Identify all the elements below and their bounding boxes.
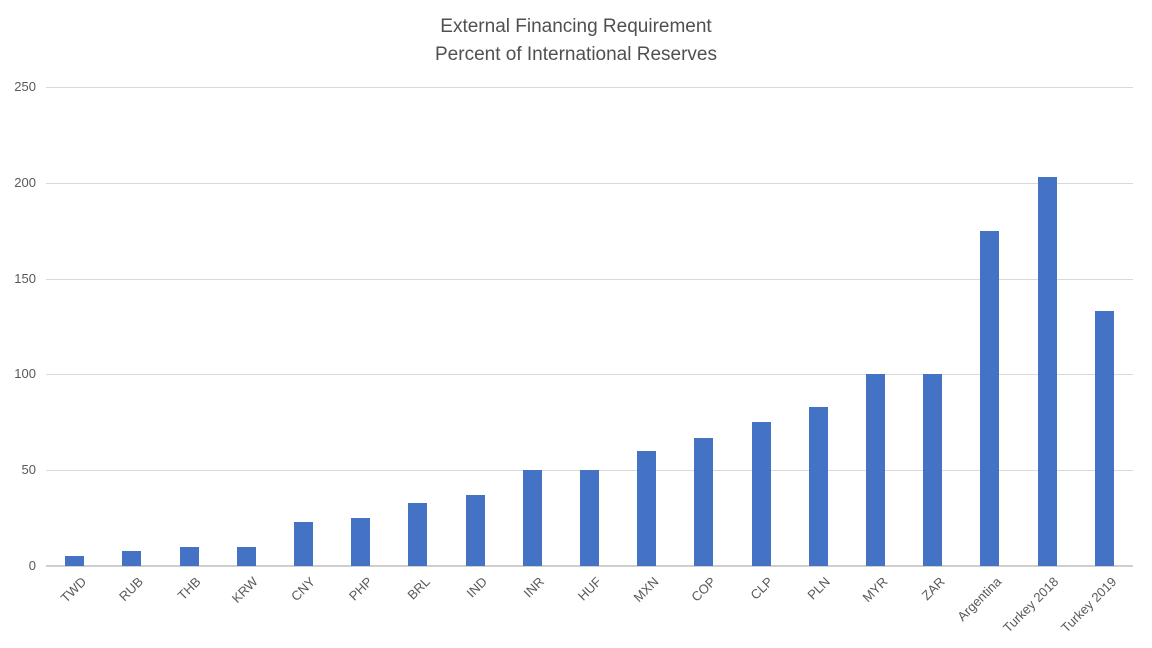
chart-title-line2: Percent of International Reserves — [435, 44, 717, 65]
gridline — [46, 374, 1133, 376]
x-tick-label: HUF — [574, 574, 605, 604]
bar-brl — [408, 502, 428, 566]
bar-thb — [179, 546, 199, 566]
gridline — [46, 87, 1133, 88]
y-tick-label: 200 — [14, 174, 36, 190]
x-tick-label: KRW — [228, 574, 261, 606]
x-tick-label: IND — [463, 574, 490, 601]
x-tick-label: ZAR — [918, 574, 948, 603]
plot-area — [46, 87, 1133, 567]
y-tick-label: 250 — [14, 79, 36, 94]
bar-rub — [122, 550, 142, 566]
x-tick-label: BRL — [403, 574, 433, 603]
bar-twd — [65, 556, 85, 566]
bar-pln — [808, 406, 828, 566]
x-tick-label: Turkey 2018 — [1000, 574, 1062, 636]
y-tick-label: 0 — [28, 558, 36, 573]
y-tick-label: 100 — [14, 366, 36, 382]
x-tick-label: PLN — [804, 574, 833, 603]
x-axis-line — [46, 565, 1133, 567]
y-tick-label: 50 — [21, 462, 36, 478]
bar-cop — [694, 437, 714, 566]
x-tick-label: THB — [174, 574, 204, 603]
x-tick-label: TWD — [57, 574, 90, 606]
x-tick-label: MXN — [630, 574, 662, 606]
x-tick-label: Turkey 2019 — [1057, 574, 1120, 636]
chart-title: External Financing Requirement Percent o… — [0, 13, 1152, 69]
x-tick-label: COP — [688, 574, 719, 605]
x-tick-label: CLP — [747, 574, 776, 603]
bar-mxn — [637, 451, 657, 566]
bar-php — [351, 518, 371, 566]
x-tick-label: MYR — [859, 574, 891, 606]
bar-cny — [293, 521, 313, 566]
bar-huf — [580, 470, 599, 566]
bar-krw — [236, 546, 256, 566]
bar-myr — [866, 374, 886, 566]
bar-argentina — [980, 230, 1000, 566]
bar-clp — [751, 422, 771, 566]
gridline — [46, 278, 1133, 280]
bar-turkey-2018 — [1037, 177, 1057, 566]
y-tick-label: 150 — [14, 270, 36, 286]
gridline — [46, 182, 1133, 184]
x-tick-label: RUB — [116, 574, 147, 605]
bar-zar — [923, 374, 943, 566]
x-tick-label: INR — [520, 574, 547, 601]
bar-turkey-2019 — [1094, 311, 1114, 566]
bar-ind — [465, 495, 485, 566]
x-tick-label: CNY — [288, 574, 319, 605]
x-tick-label: PHP — [345, 574, 376, 604]
chart-title-line1: External Financing Requirement — [440, 16, 712, 37]
x-tick-label: Argentina — [954, 574, 1005, 624]
bar-inr — [522, 470, 542, 566]
